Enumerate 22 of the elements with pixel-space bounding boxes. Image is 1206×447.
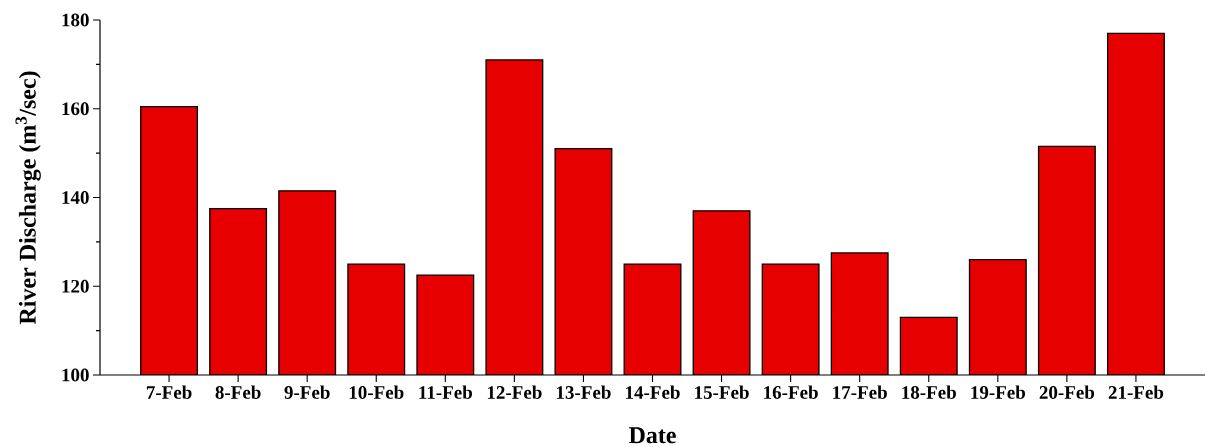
x-tick-label: 19-Feb [971, 385, 1026, 399]
x-tick-label: 20-Feb [1039, 385, 1095, 399]
x-tick-label: 18-Feb [902, 385, 956, 399]
x-tick-label: 11-Feb [419, 385, 472, 399]
y-tick-label: 140 [62, 191, 89, 204]
y-tick-label: 180 [62, 13, 89, 27]
x-tick-label: 12-Feb [487, 385, 542, 399]
x-tick-label: 21-Feb [1108, 385, 1164, 399]
x-tick-label: 17-Feb [833, 385, 887, 399]
y-tick-label: 120 [62, 279, 89, 293]
x-tick-label: 14-Feb [626, 385, 680, 399]
y-tick-label: 160 [62, 102, 89, 116]
x-tick-label: 7-Feb [146, 385, 192, 399]
x-tick-label: 8-Feb [215, 385, 261, 399]
x-axis-title: Date [628, 427, 676, 444]
x-tick-label: 9-Feb [284, 385, 330, 399]
y-axis-title: River Discharge (m$^{3}$/sec) [15, 71, 41, 325]
y-tick-label: 100 [62, 368, 89, 382]
x-tick-label: 10-Feb [349, 385, 404, 399]
x-tick-label: 16-Feb [764, 385, 818, 399]
x-tick-label: 15-Feb [695, 385, 749, 399]
x-tick-label: 13-Feb [556, 385, 611, 399]
